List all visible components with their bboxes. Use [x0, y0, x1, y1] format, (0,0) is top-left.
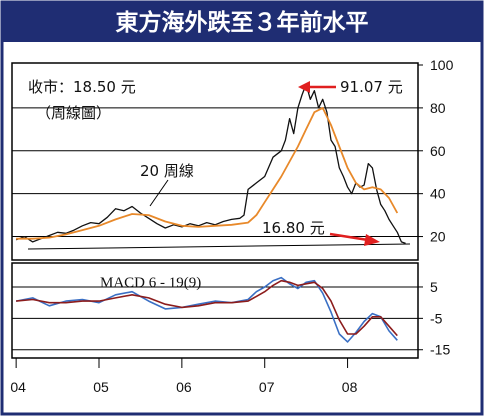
low-arrow-shaft	[329, 232, 369, 242]
price-y-tick-label: 40	[430, 186, 446, 202]
macd-y-tick-label: -5	[430, 310, 443, 326]
price-panel-frame	[11, 62, 419, 261]
weekly-chart-label: （周線圖）	[36, 104, 111, 122]
ma-label: 20 周線	[140, 162, 194, 180]
ma-label-pointer	[149, 179, 169, 207]
macd-title: MACD 6 - 19(9)	[100, 275, 201, 291]
x-tick-label: 08	[342, 379, 358, 395]
signal-line	[16, 279, 398, 337]
macd-gridlines	[12, 286, 418, 351]
macd-panel: 5 -5 -15 MACD 6 - 19(9)	[11, 262, 450, 359]
x-tick-label: 05	[93, 379, 109, 395]
macd-series	[15, 276, 398, 343]
macd-y-axis: 5 -5 -15	[418, 279, 450, 358]
price-panel: 100 80 60 40 20 收市：18.50 元 （周線圖） 20 周線 91.07…	[11, 57, 454, 261]
price-y-tick-label: 100	[430, 57, 454, 73]
price-y-axis: 100 80 60 40 20	[418, 57, 454, 245]
support-trendline	[27, 243, 411, 250]
close-price-label: 收市：18.50 元	[28, 78, 136, 96]
x-tick-label: 04	[10, 379, 26, 395]
x-axis: 04 05 06 07 08	[10, 357, 418, 395]
macd-y-tick-label: 5	[430, 279, 438, 295]
macd-y-tick-label: -15	[430, 342, 450, 358]
title-banner	[2, 2, 482, 42]
low-arrow-icon	[364, 234, 380, 246]
peak-arrow-icon	[298, 81, 310, 93]
x-tick-label: 06	[176, 379, 192, 395]
price-y-tick-label: 20	[430, 229, 446, 245]
price-y-tick-label: 80	[430, 100, 446, 116]
price-series	[15, 83, 406, 245]
low-price-label: 16.80 元	[262, 219, 325, 237]
peak-price-label: 91.07 元	[340, 78, 403, 96]
price-y-tick-label: 60	[430, 143, 446, 159]
chart-title: 東方海外跌至３年前水平	[116, 9, 369, 36]
price-line	[15, 83, 406, 245]
ma-line	[16, 107, 399, 240]
x-tick-label: 07	[259, 379, 275, 395]
